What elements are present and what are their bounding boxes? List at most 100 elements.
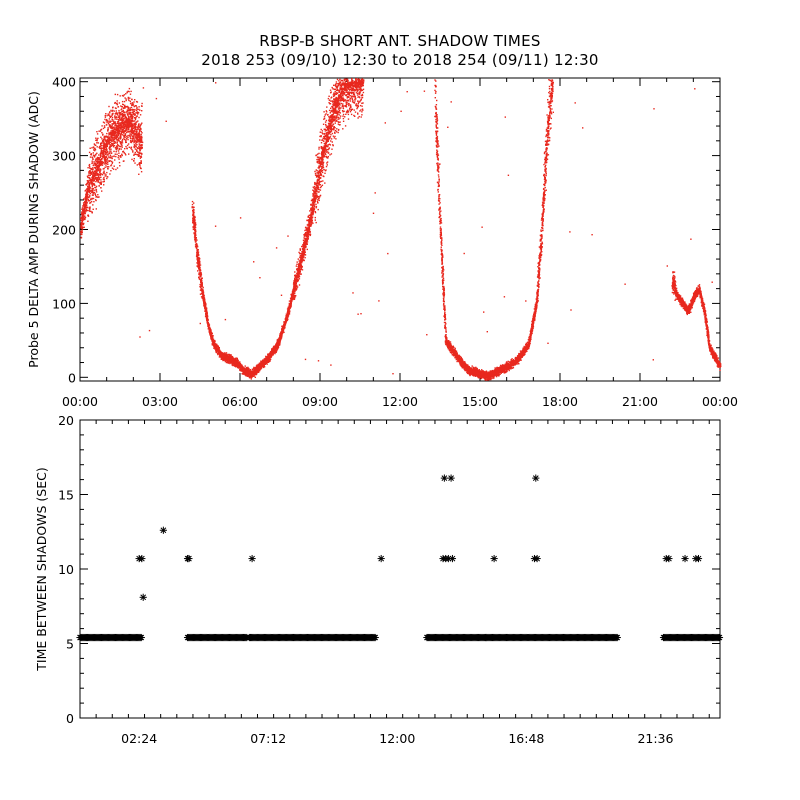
data-point-43 xyxy=(81,229,83,232)
data-point-1929 xyxy=(141,136,143,139)
data-point-1530 xyxy=(123,137,125,139)
data-point-1259 xyxy=(119,165,121,167)
data-point-1490 xyxy=(121,132,123,134)
data-point-157 xyxy=(82,217,84,220)
data-point-873 xyxy=(106,121,108,124)
data-point-818 xyxy=(110,150,112,152)
data-point-2055 xyxy=(140,139,143,141)
data-point-401 xyxy=(94,164,97,167)
data-point-4303 xyxy=(255,370,258,373)
data-point-2391 xyxy=(198,261,200,263)
data-point-936 xyxy=(109,137,111,140)
data-point-2189 xyxy=(194,233,197,235)
data-point-1070 xyxy=(107,140,110,142)
data-point-4033 xyxy=(243,369,246,372)
data-point-531 xyxy=(87,196,90,198)
data-point-350 xyxy=(93,156,96,158)
data-point-647 xyxy=(98,130,100,132)
data-point-2179 xyxy=(195,239,197,241)
data-point-1711 xyxy=(128,99,130,102)
data-point-206 xyxy=(87,198,90,201)
data-point-1827 xyxy=(133,129,135,131)
data-point-1979 xyxy=(136,151,139,153)
data-point-515 xyxy=(93,178,95,180)
data-point-4038 xyxy=(245,374,248,377)
data-point-3615 xyxy=(241,364,243,366)
data-point-1131 xyxy=(116,118,118,120)
data-point-2141 xyxy=(196,265,198,267)
data-point-1957 xyxy=(135,105,137,107)
data-point-968 xyxy=(105,158,107,160)
data-point-1845 xyxy=(132,151,134,153)
y-tick-label: 100 xyxy=(52,296,76,311)
data-point-1982 xyxy=(139,155,141,158)
data-point-1346 xyxy=(115,126,117,129)
data-point-243 xyxy=(86,202,88,204)
data-point-3770 xyxy=(237,366,239,369)
data-point-1856 xyxy=(131,120,133,122)
data-point-2247 xyxy=(196,262,198,264)
data-point-1116 xyxy=(116,142,118,144)
data-point-1863 xyxy=(129,113,131,115)
data-point-1811 xyxy=(133,110,135,112)
data-point-918 xyxy=(108,121,110,123)
data-point-2238 xyxy=(194,231,196,233)
data-point-2229 xyxy=(194,234,196,237)
y-tick-label: 200 xyxy=(52,223,76,238)
data-point-860 xyxy=(105,156,108,159)
data-point-2226 xyxy=(195,237,197,239)
data-point-3477 xyxy=(236,357,238,360)
data-point-2213 xyxy=(194,228,196,231)
data-point-1715 xyxy=(131,140,133,142)
data-point-4861 xyxy=(275,343,277,345)
data-point-504 xyxy=(89,178,91,181)
data-point-1816 xyxy=(135,138,137,140)
data-point-252 xyxy=(86,192,88,194)
data-point-1307 xyxy=(111,161,114,163)
data-point-958 xyxy=(107,138,109,140)
data-point-2105 xyxy=(192,221,194,223)
data-point-758 xyxy=(98,196,100,198)
data-point-3250 xyxy=(224,358,226,360)
data-point-503 xyxy=(94,176,96,179)
data-point-1498 xyxy=(120,137,122,139)
data-point-1207 xyxy=(115,107,117,110)
data-point-2052 xyxy=(140,167,142,170)
data-point-967 xyxy=(104,143,107,145)
data-point-777 xyxy=(100,163,102,165)
data-point-1554 xyxy=(126,129,128,131)
data-point-2000 xyxy=(138,116,140,119)
data-point-2551 xyxy=(202,297,205,300)
data-point-2018 xyxy=(141,153,143,155)
data-point-2804 xyxy=(218,356,221,358)
data-point-940 xyxy=(107,128,109,130)
data-point-1344 xyxy=(117,133,119,136)
data-point-1236 xyxy=(114,131,117,133)
data-point-2414 xyxy=(199,260,201,263)
data-point-1820 xyxy=(131,131,134,133)
data-point-1218 xyxy=(113,126,115,128)
data-point-1379 xyxy=(120,105,122,107)
data-point-1183 xyxy=(113,144,116,147)
data-point-1520 xyxy=(120,133,122,135)
data-point-352 xyxy=(94,149,97,151)
data-point-2336 xyxy=(200,272,202,275)
data-point-1837 xyxy=(133,140,135,142)
data-point-1299 xyxy=(117,132,119,134)
data-point-3322 xyxy=(223,354,225,356)
data-point-1608 xyxy=(125,137,128,140)
data-point-317 xyxy=(91,185,93,188)
data-point-2392 xyxy=(200,296,203,298)
data-point-878 xyxy=(112,132,114,134)
data-point-4035 xyxy=(242,369,244,371)
data-point-1429 xyxy=(122,95,125,97)
data-point-2202 xyxy=(192,220,194,222)
data-point-673 xyxy=(100,183,102,185)
data-point-594 xyxy=(98,174,100,176)
data-point-171 xyxy=(81,208,83,210)
data-point-1899 xyxy=(137,126,140,128)
data-point-988 xyxy=(109,111,111,113)
data-point-4565 xyxy=(265,360,268,362)
data-point-1754 xyxy=(131,103,133,105)
data-point-1950 xyxy=(136,139,139,142)
